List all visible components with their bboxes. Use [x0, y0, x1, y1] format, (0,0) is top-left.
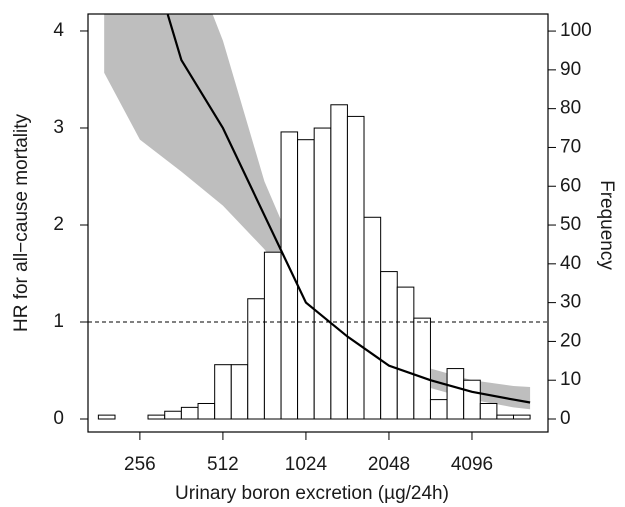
x-tick-label: 256	[124, 454, 156, 475]
histogram-bar	[363, 216, 382, 420]
y2-tick-label: 60	[560, 175, 581, 196]
x-tick-label: 2048	[368, 454, 410, 475]
histogram-bar	[313, 127, 332, 420]
histogram-bar	[180, 406, 199, 420]
histogram-bar	[496, 414, 514, 420]
histogram-bar	[346, 115, 365, 420]
y2-tick-label: 50	[560, 214, 581, 235]
histogram-bar	[446, 368, 465, 420]
x-axis-label: Urinary boron excretion (µg/24h)	[175, 483, 449, 504]
plot-area	[88, 14, 548, 420]
y2-axis-label: Frequency	[596, 180, 617, 270]
histogram-bar	[297, 139, 315, 420]
hr-curve	[166, 14, 531, 404]
histogram-bar	[463, 379, 481, 420]
y2-tick-label: 20	[560, 330, 581, 351]
confidence-band	[104, 14, 531, 410]
plot-frame	[87, 13, 549, 433]
y2-tick-label: 70	[560, 136, 581, 157]
y2-tick-label: 80	[560, 98, 581, 119]
histogram-bar	[214, 364, 232, 420]
histogram-bar	[512, 414, 531, 420]
y-tick-label: 4	[53, 20, 64, 41]
y-tick-label: 2	[53, 214, 64, 235]
x-tick-label: 512	[207, 454, 239, 475]
x-tick-label: 1024	[285, 454, 328, 475]
histogram-bar	[197, 402, 216, 420]
histogram-bar	[97, 414, 116, 420]
y-tick-label: 1	[53, 311, 64, 332]
histogram-bar	[230, 364, 249, 420]
histogram-bar	[380, 271, 398, 420]
histogram-bar	[263, 251, 282, 420]
y2-tick-label: 30	[560, 292, 581, 313]
y2-tick-label: 0	[560, 408, 571, 429]
y2-tick-label: 10	[560, 369, 581, 390]
y-tick-label: 0	[53, 408, 64, 429]
histogram-bar	[396, 286, 415, 420]
x-tick-label: 4096	[451, 454, 493, 475]
histogram-bar	[330, 104, 348, 420]
y2-tick-label: 100	[560, 20, 592, 41]
histogram-bar	[479, 402, 498, 420]
y-axis-label: HR for all−cause mortality	[11, 113, 32, 332]
histogram-bar	[164, 410, 182, 420]
histogram-bar	[429, 399, 448, 420]
histogram-bar	[147, 414, 166, 420]
y2-tick-label: 40	[560, 253, 581, 274]
y-tick-label: 3	[53, 117, 64, 138]
histogram-bar	[413, 317, 431, 420]
histogram-bar	[247, 298, 265, 420]
histogram-bar	[280, 131, 299, 420]
y2-tick-label: 90	[560, 59, 581, 80]
